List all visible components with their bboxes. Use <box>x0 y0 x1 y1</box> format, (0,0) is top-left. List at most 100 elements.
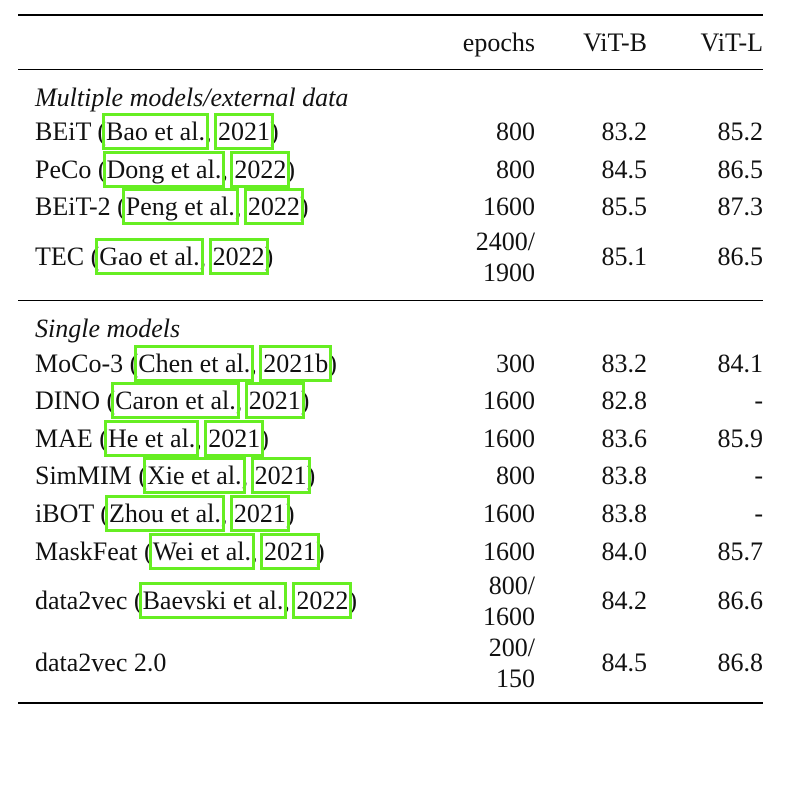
paren: ( <box>138 461 147 491</box>
epochs-cell: 1600 <box>395 495 535 533</box>
epochs-line: 150 <box>496 663 535 693</box>
citation-year: 2021 <box>204 419 265 457</box>
paren: ( <box>144 536 153 566</box>
method-cell: BEiT-2 (Peng et al., 2022) <box>18 188 395 226</box>
method-name: data2vec <box>35 586 128 616</box>
separator: , <box>250 348 257 378</box>
method-name: BEiT <box>35 117 91 147</box>
table-row: PeCo (Dong et al., 2022) 800 84.5 86.5 <box>18 150 763 189</box>
epochs-cell: 2400/1900 <box>395 226 535 301</box>
epochs-cell: 1600 <box>395 419 535 457</box>
citation-authors: Gao et al. <box>95 238 204 276</box>
vit-b-cell: 83.2 <box>601 348 648 378</box>
method-name: TEC <box>35 242 85 272</box>
epochs-line: 300 <box>496 348 535 378</box>
vit-l-cell: 85.2 <box>717 117 764 147</box>
citation-authors: Baevski et al. <box>138 582 288 620</box>
section-row: Single models <box>18 299 763 345</box>
citation-year: 2022 <box>208 238 269 276</box>
method-cell: PeCo (Dong et al., 2022) <box>18 150 395 189</box>
method-name: BEiT-2 <box>35 192 111 222</box>
vit-b-cell: 85.5 <box>601 192 648 222</box>
method-cell: MoCo-3 (Chen et al., 2021b) <box>18 344 395 382</box>
citation-authors: Zhou et al. <box>104 494 225 532</box>
separator: , <box>250 536 258 566</box>
paren: ) <box>285 498 295 528</box>
separator: , <box>221 154 228 184</box>
epochs-cell: 800/1600 <box>395 570 535 632</box>
citation-authors: Dong et al. <box>102 150 226 188</box>
paren: ( <box>129 348 139 378</box>
citation-year: 2022 <box>230 150 291 188</box>
vit-l-cell: 85.7 <box>717 536 764 566</box>
epochs-line: 1600 <box>483 536 535 566</box>
citation-year: 2022 <box>292 582 353 620</box>
paren: ) <box>260 423 269 453</box>
citation-authors: Xie et al. <box>143 457 246 495</box>
paren: ) <box>300 386 310 416</box>
citation-authors: Chen et al. <box>134 344 255 382</box>
epochs-cell: 1600 <box>395 382 535 420</box>
method-text: data2vec (Baevski et al., 2022) <box>35 582 391 620</box>
table-section: Multiple models/external data BEiT (Bao e… <box>18 69 763 300</box>
header-row: epochs ViT-B ViT-L <box>18 14 763 70</box>
epochs-line: 200/ <box>488 632 535 662</box>
citation-year: 2021 <box>259 532 320 570</box>
paren: ) <box>315 536 325 566</box>
method-name: iBOT <box>35 498 94 528</box>
vit-b-cell: 82.8 <box>601 386 648 416</box>
paren: ( <box>106 386 116 416</box>
vit-b-cell: 83.2 <box>601 117 648 147</box>
epochs-line: 800 <box>496 461 535 491</box>
table-row: MoCo-3 (Chen et al., 2021b) 300 83.2 84.1 <box>18 344 763 382</box>
separator: , <box>220 498 228 528</box>
vit-l-cell: 85.9 <box>717 423 764 453</box>
results-table: epochs ViT-B ViT-L Multiple models/exter… <box>18 14 763 704</box>
vit-b-cell: 84.5 <box>601 154 648 184</box>
section-title: Multiple models/external data <box>35 83 349 112</box>
epochs-line: 1600 <box>483 192 535 222</box>
epochs-line: 1600 <box>483 601 535 631</box>
citation-year: 2022 <box>243 188 304 226</box>
citation-year: 2021 <box>229 494 290 532</box>
method-cell: BEiT (Bao et al., 2021) <box>18 113 395 151</box>
method-cell: iBOT (Zhou et al., 2021) <box>18 494 395 533</box>
paren: ) <box>286 154 295 184</box>
header-cell: ViT-B <box>535 14 657 70</box>
epochs-line: 1600 <box>483 386 535 416</box>
citation-year: 2021 <box>250 457 311 495</box>
table-row: BEiT-2 (Peng et al., 2022) 1600 85.5 87.3 <box>18 188 763 226</box>
paren: ) <box>306 461 316 491</box>
citation-authors: Wei et al. <box>148 532 255 570</box>
epochs-cell: 800 <box>395 457 535 495</box>
table-section: Single models MoCo-3 (Chen et al., 2021b)… <box>18 299 764 704</box>
vit-b-cell: 83.8 <box>601 461 648 491</box>
paren: ) <box>299 192 309 222</box>
vit-b-cell: 84.0 <box>601 536 648 566</box>
epochs-cell: 200/150 <box>395 631 535 704</box>
paren: ( <box>117 192 126 222</box>
paren: ( <box>99 423 108 453</box>
separator: , <box>234 192 242 222</box>
method-name: MaskFeat <box>35 536 138 566</box>
vit-l-cell: - <box>754 386 763 416</box>
vit-b-cell: 83.8 <box>601 498 648 528</box>
paren: ( <box>97 154 107 184</box>
epochs-cell: 800 <box>395 113 535 151</box>
epochs-cell: 800 <box>395 151 535 189</box>
separator: , <box>283 586 290 616</box>
citation-year: 2021 <box>213 113 274 151</box>
method-cell: TEC (Gao et al., 2022) <box>18 226 395 301</box>
vit-b-cell: 84.5 <box>535 631 657 704</box>
method-name: PeCo <box>35 154 92 184</box>
vit-l-cell: 86.8 <box>657 631 763 704</box>
paren: ) <box>348 586 358 616</box>
vit-b-cell: 84.2 <box>601 586 648 616</box>
header-cell <box>18 14 395 70</box>
section-row: Multiple models/external data <box>18 69 763 113</box>
separator: , <box>241 461 249 491</box>
paren: ( <box>97 117 107 147</box>
separator: , <box>204 117 212 147</box>
paren: ) <box>269 117 279 147</box>
